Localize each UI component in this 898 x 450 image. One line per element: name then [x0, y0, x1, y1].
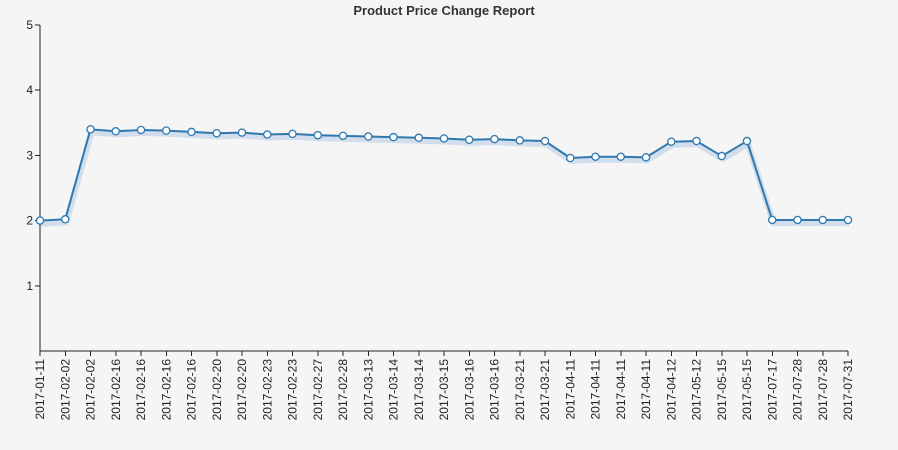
x-tick-label: 2017-02-16: [185, 359, 199, 421]
x-tick-label: 2017-03-14: [412, 359, 426, 421]
x-tick-label: 2017-04-12: [664, 359, 678, 421]
data-point[interactable]: 2017-04-11: 2.96: [566, 153, 575, 163]
chart-title: Product Price Change Report: [353, 3, 535, 18]
x-tick-label: 2017-05-15: [715, 359, 729, 421]
y-tick-label: 2: [26, 214, 33, 228]
data-point[interactable]: 2017-02-23: 3.32: [262, 130, 272, 139]
data-point[interactable]: 2017-04-11: 2.97: [641, 153, 651, 162]
x-tick-label: 2017-02-16: [159, 359, 173, 421]
y-tick-label: 4: [26, 83, 33, 97]
y-axis-ticks: 1 2 3 4 5: [26, 18, 40, 293]
y-tick-label: 3: [26, 148, 33, 162]
data-point[interactable]: 2017-02-23: 3.33: [288, 129, 297, 139]
series-line-shadow: [40, 129, 849, 227]
data-point[interactable]: 2017-05-15: 3.22: [742, 136, 752, 146]
data-point[interactable]: 2017-02-16: 3.36: [187, 127, 196, 137]
x-tick-label: 2017-03-21: [538, 359, 552, 421]
x-tick-label: 2017-07-31: [841, 359, 855, 421]
x-axis-ticks: 2017-01-11 2017-02-02 2017-02-02 2017-02-16…: [33, 351, 855, 420]
data-point[interactable]: 2017-02-16: 3.39: [136, 125, 146, 135]
x-tick-label: 2017-02-16: [134, 359, 148, 421]
data-point[interactable]: 2017-03-21: 3.22: [540, 136, 550, 146]
data-point[interactable]: 2017-04-11: 2.98: [591, 152, 600, 161]
data-point[interactable]: 2017-02-16: 3.38: [161, 126, 171, 135]
x-tick-label: 2017-03-21: [513, 359, 527, 421]
x-tick-label: 2017-02-20: [210, 359, 224, 421]
x-tick-label: 2017-03-14: [387, 359, 401, 421]
data-point[interactable]: 2017-02-02: 3.4: [86, 125, 95, 134]
data-point[interactable]: 2017-07-17: 2.01: [768, 215, 777, 225]
x-tick-label: 2017-04-11: [563, 359, 577, 420]
data-point[interactable]: 2017-02-02: 2.02: [61, 215, 70, 224]
data-point[interactable]: 2017-02-20: 3.34: [212, 128, 221, 138]
x-tick-label: 2017-04-11: [639, 359, 653, 420]
x-tick-label: 2017-03-16: [488, 359, 502, 421]
data-point[interactable]: 2017-03-13: 3.29: [363, 132, 373, 141]
data-point[interactable]: 2017-03-15: 3.26: [439, 134, 449, 143]
x-tick-label: 2017-02-27: [311, 359, 325, 421]
data-point[interactable]: 2017-02-27: 3.31: [313, 130, 322, 140]
data-point[interactable]: 2017-02-28: 3.3: [338, 131, 348, 141]
data-point[interactable]: 2017-07-31: 2.01: [843, 215, 853, 225]
x-tick-label: 2017-04-11: [589, 359, 603, 420]
series-group: 2017-01-11: 2 2017-02-02: 2.02 2017-02-02:…: [35, 125, 853, 227]
x-tick-label: 2017-02-02: [84, 359, 98, 421]
x-tick-label: 2017-05-15: [740, 359, 754, 421]
data-point[interactable]: 2017-03-14: 3.27: [414, 133, 423, 143]
y-tick-label: 5: [26, 18, 33, 32]
x-tick-label: 2017-03-16: [462, 359, 476, 421]
x-tick-label: 2017-02-20: [235, 359, 249, 421]
data-point[interactable]: 2017-05-12: 3.22: [692, 136, 701, 146]
x-tick-label: 2017-01-11: [33, 359, 47, 420]
data-point[interactable]: 2017-02-20: 3.35: [237, 128, 247, 137]
data-point[interactable]: 2017-07-28: 2.01: [793, 215, 802, 225]
data-point[interactable]: 2017-04-12: 3.21: [667, 137, 676, 146]
x-tick-label: 2017-07-28: [791, 359, 805, 421]
data-point[interactable]: 2017-05-15: 2.99: [717, 151, 727, 161]
data-point[interactable]: 2017-03-21: 3.23: [515, 136, 525, 145]
data-point[interactable]: 2017-07-28: 2.01: [818, 215, 828, 225]
x-tick-label: 2017-02-28: [336, 359, 350, 421]
x-tick-label: 2017-07-17: [765, 359, 779, 421]
data-point[interactable]: 2017-02-16: 3.37: [111, 127, 121, 136]
data-point[interactable]: 2017-03-16: 3.25: [490, 134, 499, 144]
x-tick-label: 2017-02-23: [260, 359, 274, 421]
data-point[interactable]: 2017-04-11: 2.98: [616, 152, 626, 161]
x-tick-label: 2017-03-13: [361, 359, 375, 421]
x-tick-label: 2017-03-15: [437, 359, 451, 421]
x-tick-label: 2017-07-28: [816, 359, 830, 421]
data-point[interactable]: 2017-03-16: 3.24: [464, 135, 474, 145]
data-point[interactable]: 2017-03-14: 3.28: [389, 132, 398, 142]
axes: [39, 25, 848, 352]
x-tick-label: 2017-02-23: [286, 359, 300, 421]
x-tick-label: 2017-02-02: [58, 359, 72, 421]
y-tick-label: 1: [26, 279, 33, 293]
x-tick-label: 2017-02-16: [109, 359, 123, 421]
x-tick-label: 2017-04-11: [614, 359, 628, 420]
data-point[interactable]: 2017-01-11: 2: [35, 216, 45, 225]
x-tick-label: 2017-05-12: [690, 359, 704, 421]
